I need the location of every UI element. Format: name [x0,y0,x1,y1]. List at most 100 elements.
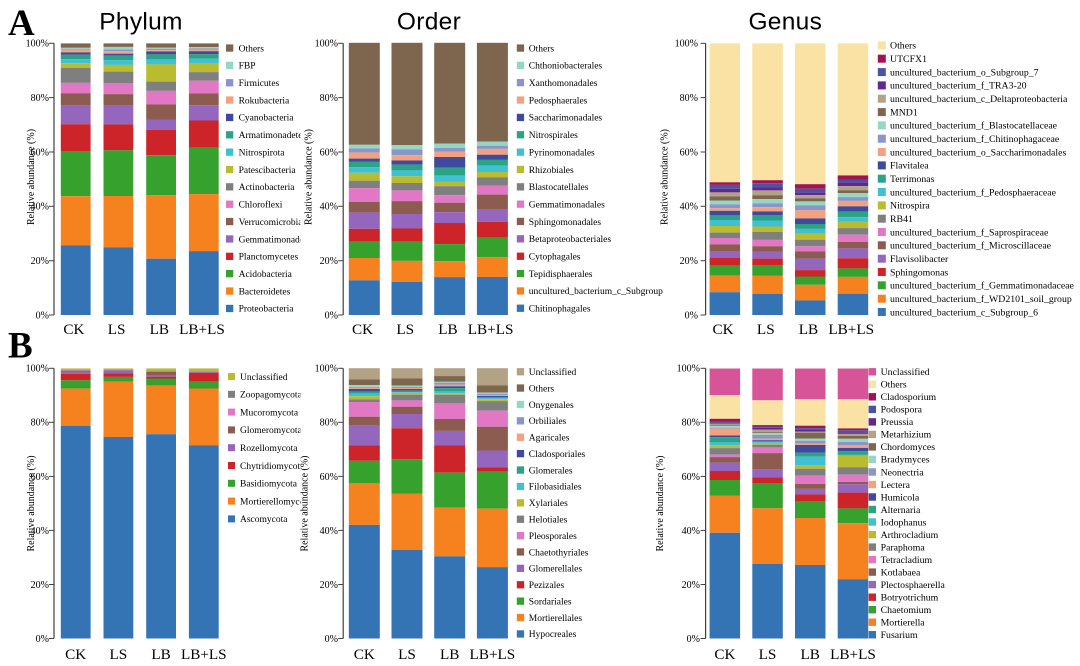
svg-text:100%: 100% [315,39,338,50]
svg-text:80%: 80% [320,93,338,104]
svg-text:Pedosphaerales: Pedosphaerales [529,96,588,106]
svg-text:CK: CK [354,646,375,663]
svg-text:Humicola: Humicola [881,492,920,503]
svg-text:80%: 80% [682,418,700,429]
svg-text:LB+LS: LB+LS [470,646,516,663]
svg-text:80%: 80% [320,418,338,429]
svg-text:Acidobacteria: Acidobacteria [239,270,293,280]
svg-text:LS: LS [759,646,777,663]
svg-text:Kotlabaea: Kotlabaea [881,567,921,578]
svg-text:LB: LB [438,321,457,338]
svg-text:Others: Others [239,44,265,54]
svg-text:Zoopagomycota: Zoopagomycota [240,391,303,401]
svg-text:100%: 100% [315,364,338,375]
svg-text:CK: CK [65,646,86,663]
svg-text:Filobasidiales: Filobasidiales [529,483,582,493]
svg-text:Glomerales: Glomerales [529,466,573,476]
svg-text:uncultured_bacterium_f_Chitino: uncultured_bacterium_f_Chitinophagaceae [890,134,1060,145]
svg-text:RB41: RB41 [890,214,913,225]
svg-text:20%: 20% [682,580,700,591]
svg-text:LS: LS [396,321,414,338]
svg-text:Orbiliales: Orbiliales [529,417,567,427]
svg-text:Sphingomonas: Sphingomonas [890,267,948,278]
svg-text:LB+LS: LB+LS [468,321,514,338]
svg-text:Cladosporium: Cladosporium [881,392,937,403]
svg-text:Gemmatimonadetes: Gemmatimonadetes [239,235,315,245]
svg-text:Bacteroidetes: Bacteroidetes [239,287,291,297]
svg-text:Chaetothyriales: Chaetothyriales [529,548,589,558]
svg-text:Chordomyces: Chordomyces [881,442,936,453]
svg-text:uncultured_bacterium_f_TRA3-20: uncultured_bacterium_f_TRA3-20 [890,81,1027,92]
svg-text:LB: LB [440,646,459,663]
svg-text:Flavisolibacter: Flavisolibacter [890,254,949,265]
svg-text:Sordariales: Sordariales [529,598,572,608]
svg-text:Chloroflexi: Chloroflexi [239,200,283,211]
svg-text:Paraphoma: Paraphoma [881,542,926,553]
svg-text:40%: 40% [320,526,338,537]
svg-text:FBP: FBP [239,62,256,72]
svg-text:Alternaria: Alternaria [881,505,921,516]
svg-text:Arthrocladium: Arthrocladium [881,530,939,541]
svg-text:Others: Others [529,44,555,54]
svg-text:Xanthomonadales: Xanthomonadales [529,79,598,89]
svg-text:uncultured_bacterium_f_Saprosp: uncultured_bacterium_f_Saprospiraceae [890,227,1049,238]
svg-text:Bradymyces: Bradymyces [881,455,930,466]
svg-text:Unclassified: Unclassified [881,367,930,378]
svg-text:Glomeromycota: Glomeromycota [240,426,303,436]
svg-text:Unclassified: Unclassified [529,367,577,378]
svg-text:100%: 100% [26,39,49,50]
svg-text:LB: LB [799,321,818,338]
svg-text:60%: 60% [320,147,338,158]
svg-text:20%: 20% [680,256,698,267]
svg-text:LS: LS [398,646,416,663]
svg-text:60%: 60% [320,472,338,483]
svg-text:60%: 60% [31,472,49,483]
svg-text:CK: CK [352,321,373,338]
svg-text:Fusarium: Fusarium [881,630,918,641]
svg-text:LB+LS: LB+LS [179,321,225,338]
svg-text:Nitrospirales: Nitrospirales [529,131,578,141]
svg-text:Gemmatimonadales: Gemmatimonadales [529,201,605,211]
svg-text:CK: CK [713,321,734,338]
svg-text:80%: 80% [31,93,49,104]
svg-text:B: B [8,326,33,367]
svg-text:20%: 20% [320,256,338,267]
svg-text:Ascomycota: Ascomycota [240,515,288,525]
svg-text:MND1: MND1 [890,107,918,118]
svg-text:Iodophanus: Iodophanus [881,517,927,528]
svg-text:Chaetomium: Chaetomium [881,605,932,616]
svg-text:Chthoniobacterales: Chthoniobacterales [529,62,603,72]
svg-text:Cytophagales: Cytophagales [529,253,581,263]
svg-text:uncultured_bacterium_c_Subgrou: uncultured_bacterium_c_Subgroup [529,287,663,297]
svg-text:Relative abundance (%): Relative abundance (%) [26,455,37,551]
svg-text:Mortierella: Mortierella [881,618,926,629]
svg-text:Order: Order [397,9,461,36]
svg-text:Pezizales: Pezizales [529,581,565,591]
svg-text:80%: 80% [680,93,698,104]
svg-text:LS: LS [110,646,128,663]
svg-text:0%: 0% [36,310,49,321]
svg-text:Unclassified: Unclassified [240,372,288,383]
svg-text:uncultured_bacterium_c_Deltapr: uncultured_bacterium_c_Deltaproteobacter… [890,94,1068,105]
svg-text:Rokubacteria: Rokubacteria [239,96,290,106]
svg-text:Cladosporiales: Cladosporiales [529,450,586,460]
svg-text:80%: 80% [31,418,49,429]
svg-text:0%: 0% [685,310,698,321]
svg-text:Chitinophagales: Chitinophagales [529,305,591,315]
svg-text:Neonectria: Neonectria [881,467,925,478]
svg-text:Others: Others [529,384,555,394]
svg-text:LB+LS: LB+LS [181,646,227,663]
svg-text:60%: 60% [31,147,49,158]
svg-text:Tetracladium: Tetracladium [881,555,933,566]
svg-text:Nitrospirota: Nitrospirota [239,149,286,159]
svg-text:LS: LS [757,321,775,338]
svg-text:20%: 20% [31,256,49,267]
svg-text:Terrimonas: Terrimonas [890,174,935,185]
svg-text:Rhizobiales: Rhizobiales [529,166,574,176]
svg-text:Planctomycetes: Planctomycetes [239,253,299,263]
svg-text:0%: 0% [36,634,49,645]
svg-text:Relative abundance (%): Relative abundance (%) [300,455,311,551]
svg-text:LB: LB [151,646,170,663]
svg-text:uncultured_bacterium_f_Microsc: uncultured_bacterium_f_Microscillaceae [890,241,1052,252]
svg-text:Blastocatellales: Blastocatellales [529,183,589,193]
